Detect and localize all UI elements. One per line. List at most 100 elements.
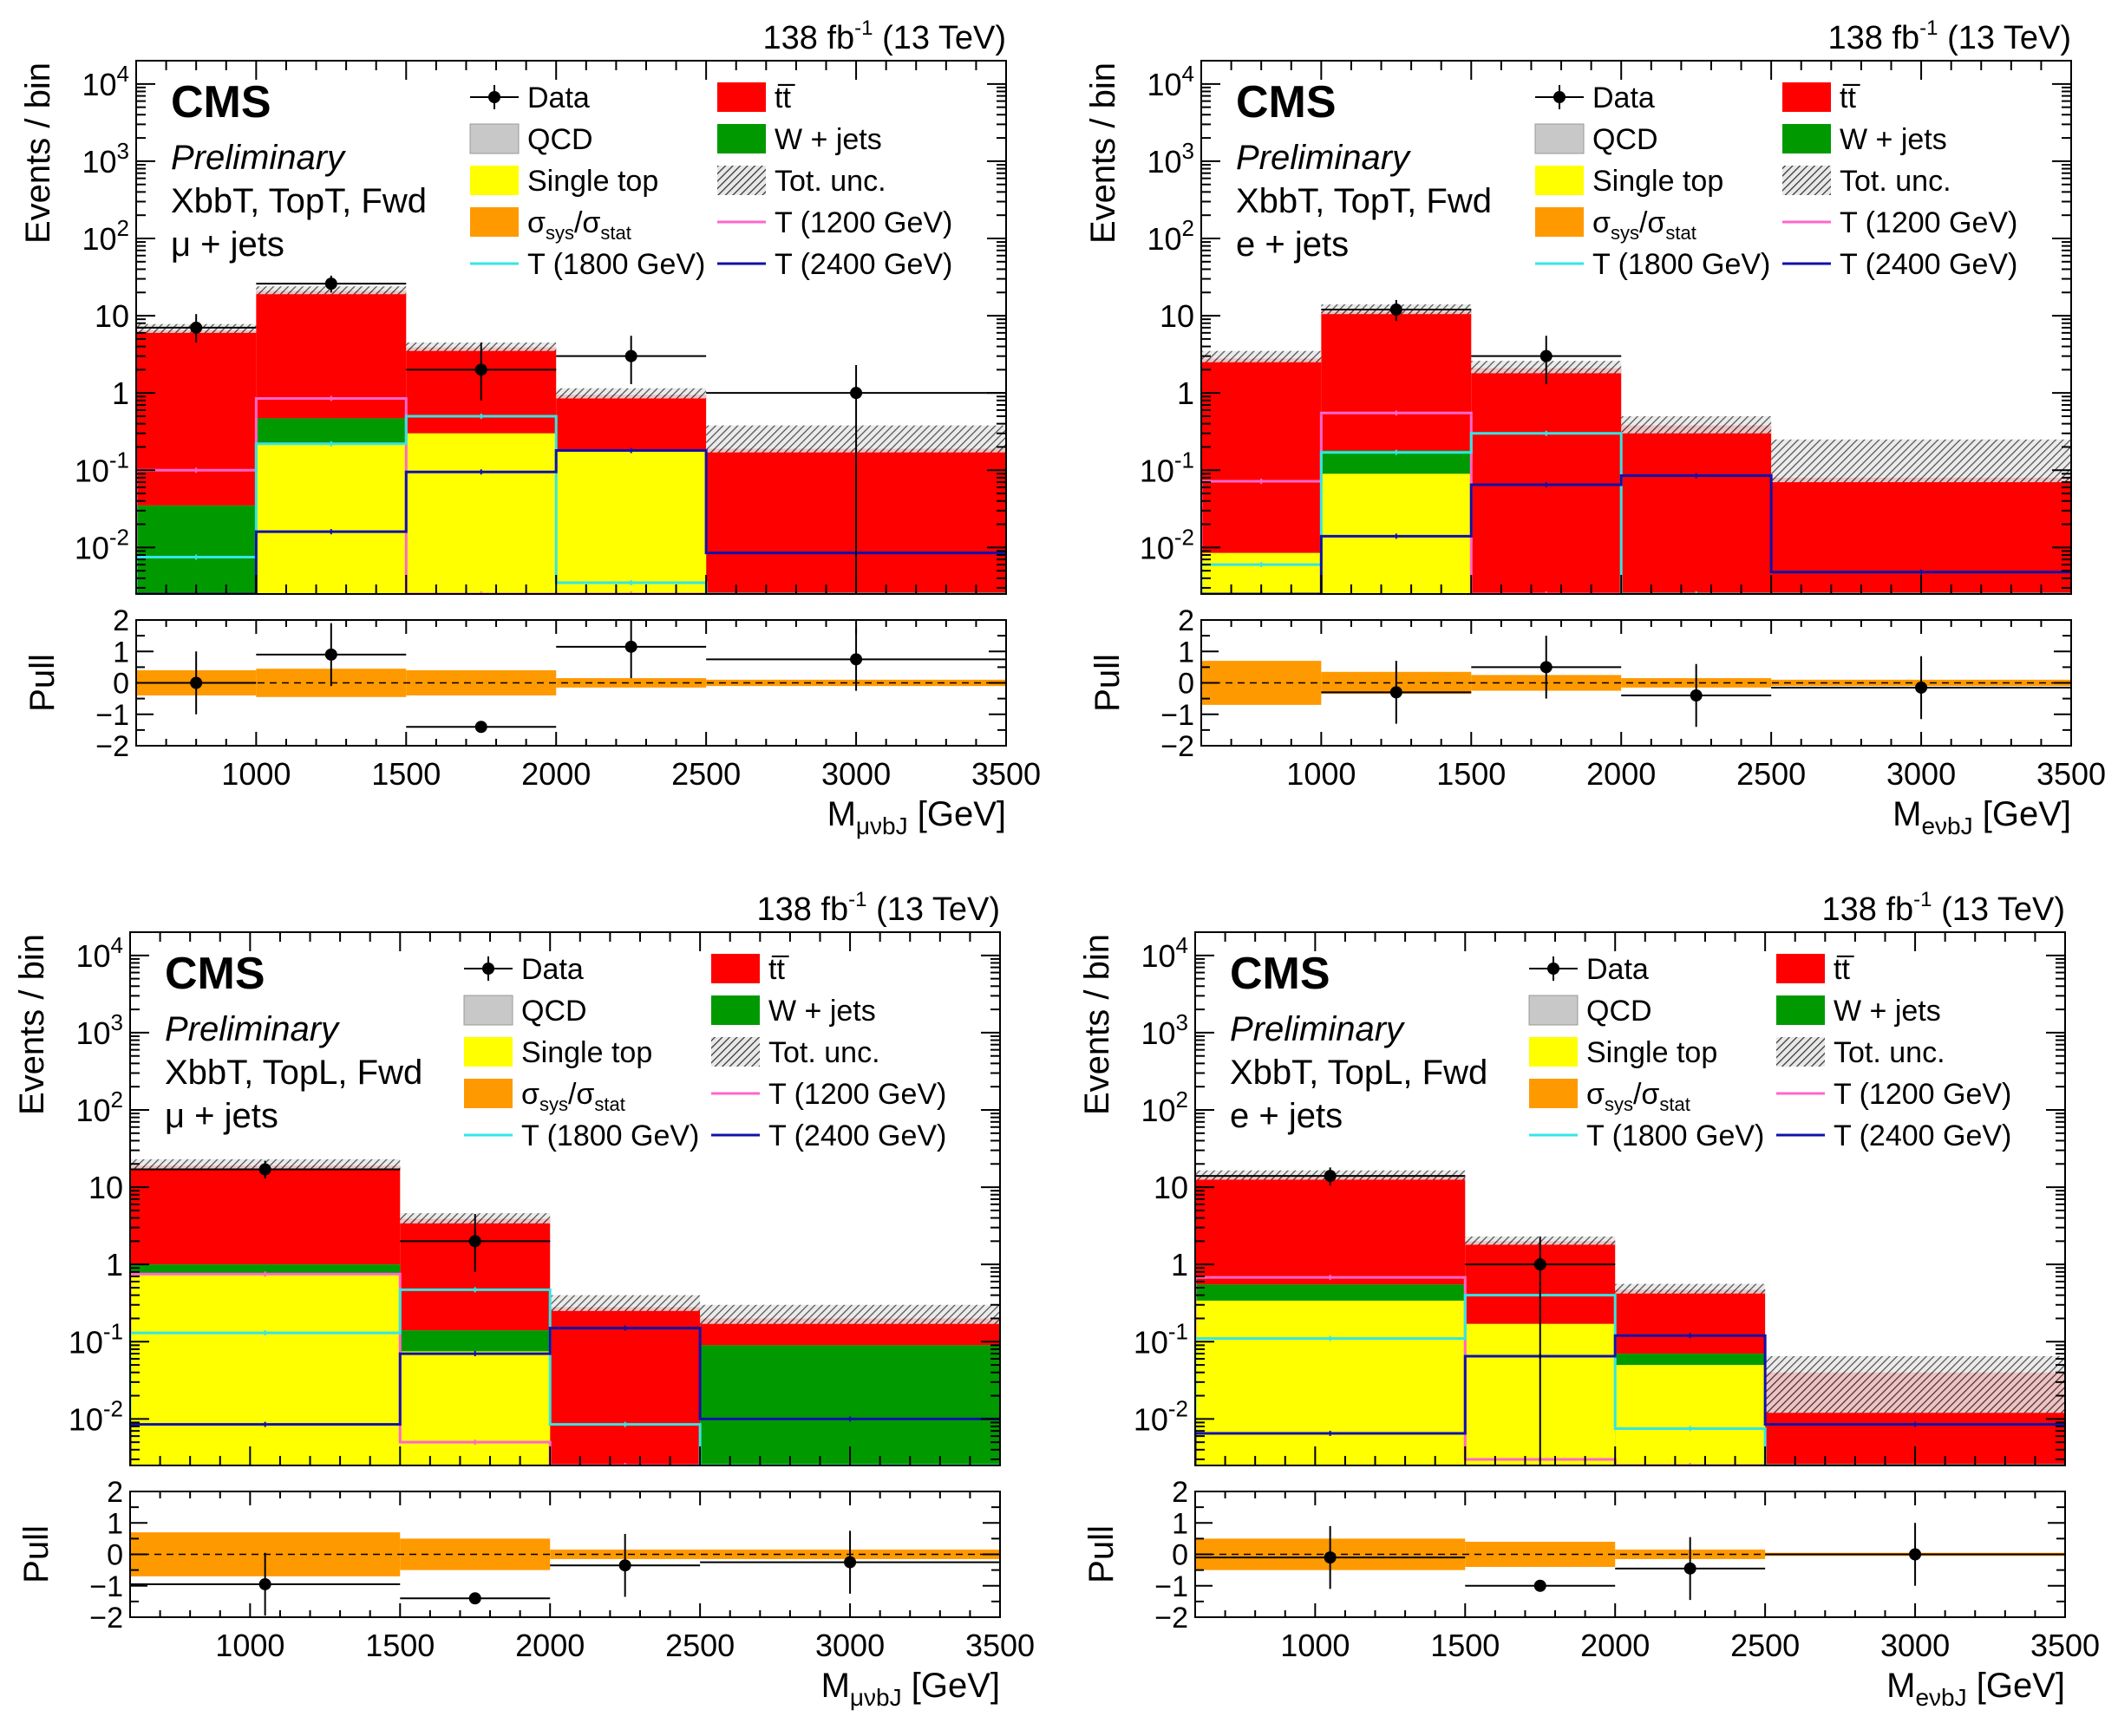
cms-label: CMS — [1236, 77, 1337, 127]
unc-band — [550, 1295, 701, 1311]
legend-swatch-qcd — [1534, 123, 1585, 154]
preliminary-label: Preliminary — [165, 1010, 341, 1048]
x-axis-label: MeνbJ [GeV] — [1892, 795, 2071, 839]
legend-data-marker — [482, 963, 494, 975]
pull-tick-label: −1 — [89, 1570, 123, 1603]
region-label: XbbT, TopT, Fwd — [171, 182, 427, 220]
legend-swatch-wjets — [711, 995, 760, 1025]
x-tick-label: 1500 — [1436, 756, 1506, 792]
panel-mu-topt: 138 fb-1 (13 TeV)10-210-1110102103104Eve… — [19, 16, 1041, 839]
legend-swatch-single_top — [1529, 1037, 1578, 1067]
legend-swatch-ttbar — [711, 954, 760, 983]
region-label: XbbT, TopT, Fwd — [1236, 182, 1492, 220]
unc-band — [1771, 439, 2071, 483]
pull-tick-label: 1 — [107, 1507, 123, 1540]
y-tick-label: 10-1 — [1134, 1318, 1188, 1360]
legend-swatch-wjets — [1782, 124, 1831, 153]
legend-swatch-wjets — [717, 124, 766, 153]
pull-point — [1915, 681, 1928, 694]
legend-label-wjets: W + jets — [1840, 123, 1947, 156]
x-tick-label: 3000 — [815, 1628, 885, 1663]
pull-point — [618, 1559, 631, 1572]
unc-band — [1615, 1283, 1766, 1294]
y-tick-label: 10 — [1160, 298, 1194, 334]
legend-label-t1200: T (1200 GeV) — [1834, 1078, 2011, 1111]
pull-tick-label: −2 — [89, 1602, 123, 1635]
x-tick-label: 1000 — [215, 1628, 284, 1663]
signal-t2400 — [136, 449, 1006, 594]
pull-axis-label: Pull — [17, 1525, 56, 1583]
x-tick-label: 3000 — [821, 756, 891, 792]
y-tick-label: 1 — [1171, 1247, 1188, 1282]
pull-point — [624, 640, 637, 653]
cms-label: CMS — [1230, 949, 1330, 999]
x-tick-label: 2500 — [1730, 1628, 1800, 1663]
panel-e-topt: 138 fb-1 (13 TeV)10-210-1110102103104Eve… — [1084, 16, 2106, 839]
x-tick-label: 2000 — [521, 756, 591, 792]
legend-label-t1800: T (1800 GeV) — [1586, 1119, 1764, 1152]
x-tick-label: 3000 — [1880, 1628, 1950, 1663]
legend-swatch-qcd — [463, 995, 513, 1026]
data-point — [1539, 349, 1553, 362]
data-point — [1533, 1258, 1546, 1271]
legend: Data tt̅ QCD W + jets Single top Tot. unc. σsy… — [469, 82, 952, 281]
y-tick-label: 10-2 — [69, 1395, 123, 1437]
legend-swatch-qcd — [469, 123, 520, 154]
legend-label-ttbar: tt̅ — [775, 82, 795, 114]
unc-band — [1621, 416, 1772, 434]
bar-single_top — [256, 443, 407, 594]
y-tick-label: 10 — [1154, 1170, 1188, 1205]
legend-label-sys-stat: σsys/σstat — [521, 1078, 625, 1115]
legend-label-single_top: Single top — [1592, 165, 1723, 198]
signal-t2400 — [1201, 474, 2071, 594]
pull-tick-label: 0 — [107, 1539, 123, 1572]
pull-tick-label: −1 — [95, 699, 129, 732]
bar-single_top — [400, 1351, 551, 1465]
x-tick-label: 2500 — [1736, 756, 1806, 792]
region-label: XbbT, TopL, Fwd — [165, 1054, 422, 1092]
legend-label-t2400: T (2400 GeV) — [775, 248, 952, 281]
channel-label: e + jets — [1230, 1097, 1343, 1135]
legend-swatch-wjets — [1776, 995, 1825, 1025]
pull-point — [190, 676, 203, 689]
y-tick-label: 10 — [95, 298, 129, 334]
legend-label-t2400: T (2400 GeV) — [1834, 1119, 2011, 1152]
preliminary-label: Preliminary — [1236, 139, 1412, 177]
legend-data-marker — [488, 91, 500, 103]
x-axis-label: MμνbJ [GeV] — [827, 795, 1006, 839]
bar-single_top — [1195, 1300, 1466, 1465]
legend-label-data: Data — [1592, 82, 1655, 114]
legend-data-marker — [1547, 963, 1559, 975]
y-tick-label: 104 — [82, 61, 129, 102]
legend-label-wjets: W + jets — [775, 123, 882, 156]
signal-t2400 — [1195, 1334, 2065, 1465]
region-label: XbbT, TopL, Fwd — [1230, 1054, 1487, 1092]
pull-tick-label: −1 — [1160, 699, 1194, 732]
pull-axis-label: Pull — [23, 654, 62, 712]
pull-tick-label: 2 — [113, 604, 129, 637]
x-tick-label: 3000 — [1886, 756, 1956, 792]
unc-band — [1765, 1355, 2065, 1413]
signal-t1800 — [1201, 432, 2071, 594]
legend-label-t1800: T (1800 GeV) — [521, 1119, 699, 1152]
pull-point — [468, 1592, 481, 1605]
legend-label-single_top: Single top — [1586, 1036, 1717, 1069]
bar-single_top — [406, 433, 557, 594]
data-point — [850, 387, 863, 400]
x-tick-label: 3500 — [2036, 756, 2106, 792]
legend-label-wjets: W + jets — [1834, 995, 1941, 1028]
preliminary-label: Preliminary — [1230, 1010, 1406, 1048]
x-tick-label: 3500 — [971, 756, 1041, 792]
legend-swatch-ttbar — [717, 82, 766, 112]
legend-swatch-ttbar — [1782, 82, 1831, 112]
legend-label-ttbar: tt̅ — [1834, 953, 1854, 986]
data-point — [1389, 303, 1402, 317]
legend: Data tt̅ QCD W + jets Single top Tot. unc. σsy… — [1528, 953, 2011, 1152]
bar-wjets — [136, 505, 257, 594]
panel-mu-topl: 138 fb-1 (13 TeV)10-210-1110102103104Eve… — [13, 888, 1035, 1711]
pull-tick-label: −2 — [1154, 1602, 1188, 1635]
x-tick-label: 1000 — [221, 756, 291, 792]
x-axis-label: MμνbJ [GeV] — [821, 1667, 1000, 1711]
